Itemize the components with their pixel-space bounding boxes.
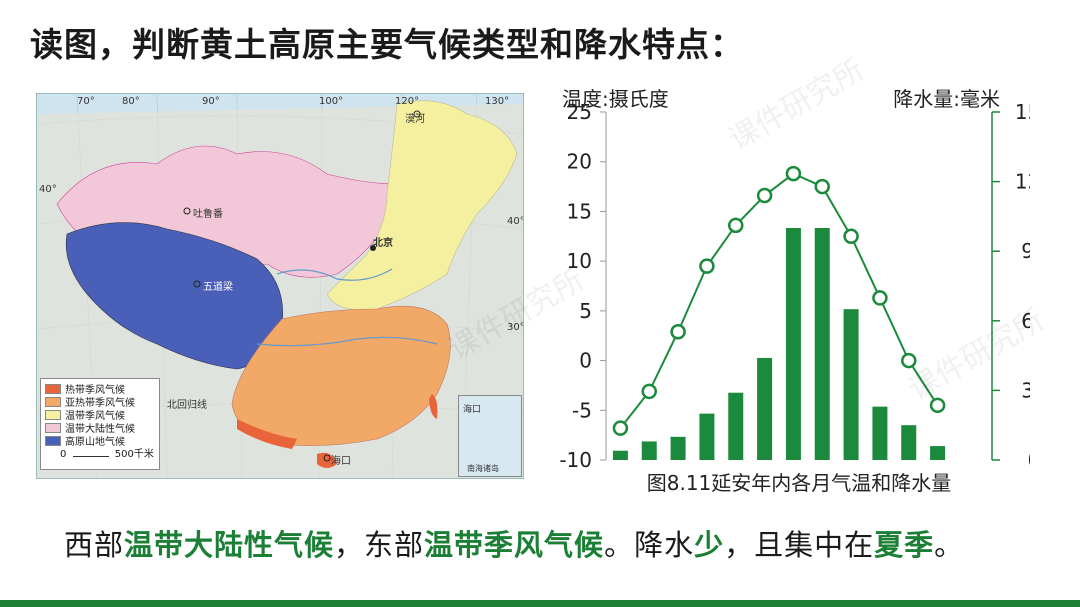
city-label-mohe: 漠河: [405, 114, 425, 125]
conclusion-highlight: 少: [694, 528, 725, 562]
lon-label: 130°: [485, 96, 510, 107]
precip-bar: [641, 441, 657, 460]
temperature-point: [785, 165, 802, 182]
temperature-point: [641, 383, 657, 400]
precip-bar: [901, 425, 917, 460]
map-legend: 热带季风气候 亚热带季风气候 温带季风气候 温带大陆性气候 高原山地气候: [40, 378, 160, 470]
bottom-bar: [0, 600, 1080, 607]
conclusion-part: ，东部: [334, 528, 425, 562]
left-tick-label: 10: [567, 249, 592, 273]
lon-label: 120°: [395, 96, 420, 107]
legend-item: 温带季风气候: [45, 408, 155, 422]
left-tick-label: 0: [579, 349, 592, 373]
precip-bar: [670, 436, 686, 460]
temperature-point: [929, 397, 946, 414]
left-tick-label: -10: [560, 448, 592, 472]
climate-chart: 温度:摄氏度降水量:毫米2520151050-5-101501209060300…: [559, 84, 1053, 504]
left-axis-label: 温度:摄氏度: [562, 87, 669, 111]
legend-item: 温带大陆性气候: [45, 421, 155, 435]
precip-bar: [843, 309, 859, 460]
conclusion-text: 西部温带大陆性气候，东部温带季风气候。降水少，且集中在夏季。: [64, 522, 964, 564]
left-tick-label: 25: [567, 100, 592, 124]
conclusion-part: 。: [934, 528, 965, 562]
inset-haikou-label: 海口: [463, 405, 482, 415]
precip-bar: [612, 450, 628, 460]
legend-item: 亚热带季风气候: [45, 395, 155, 409]
city-label-haikou: 海口: [331, 456, 351, 467]
precip-bar: [872, 406, 888, 460]
temperature-point: [872, 290, 888, 306]
city-label-turpan: 吐鲁番: [193, 209, 223, 220]
temperature-point: [843, 228, 859, 245]
chart-svg: 温度:摄氏度降水量:毫米2520151050-5-101501209060300…: [559, 87, 1053, 495]
map-scale: 0 500千米: [60, 449, 154, 460]
temperature-point: [901, 352, 917, 369]
left-tick-label: 20: [567, 150, 592, 174]
chart-caption: 图8.11延安年内各月气温和降水量: [647, 471, 952, 495]
temperature-point: [670, 323, 686, 340]
right-tick-label: 120: [1015, 170, 1030, 194]
left-tick-label: 5: [579, 299, 592, 323]
temperature-line: [619, 172, 939, 429]
lon-label: 90°: [202, 96, 220, 107]
temperature-point: [728, 217, 744, 234]
lat-label: 40°: [39, 184, 57, 195]
lat-label: 30°: [507, 322, 524, 333]
right-axis-label: 降水量:毫米: [893, 87, 1000, 111]
city-label-beijing: 北京: [373, 238, 393, 249]
conclusion-highlight: 温带大陆性气候: [124, 528, 335, 562]
temperature-point: [612, 420, 629, 436]
conclusion-part: 西部: [64, 528, 125, 562]
precip-bar: [728, 392, 744, 460]
left-tick-label: 15: [567, 199, 592, 223]
right-tick-label: 30: [1021, 378, 1030, 402]
lon-label: 70°: [77, 96, 95, 107]
conclusion-part: 。降水: [604, 528, 695, 562]
conclusion-part: ，且集中在: [724, 528, 875, 562]
temperature-point: [814, 178, 830, 195]
precip-bar: [930, 446, 946, 460]
right-tick-label: 150: [1015, 100, 1030, 124]
region-tropical: [237, 419, 297, 449]
left-tick-label: -5: [572, 398, 592, 422]
conclusion-highlight: 温带季风气候: [424, 528, 605, 562]
legend-item: 热带季风气候: [45, 382, 155, 396]
lon-label: 100°: [319, 96, 344, 107]
precip-bar: [785, 228, 801, 460]
temperature-point: [756, 187, 773, 204]
region-temperate-monsoon: [326, 100, 518, 311]
conclusion-highlight: 夏季: [874, 528, 935, 562]
precip-bar: [699, 413, 715, 460]
city-label-wudaoliang: 五道梁: [203, 282, 233, 293]
legend-item: 高原山地气候: [45, 434, 155, 448]
precip-bar: [814, 228, 830, 460]
lon-label: 80°: [122, 96, 140, 107]
inset-caption: 南海诸岛: [467, 464, 499, 473]
page-title: 读图，判断黄土高原主要气候类型和降水特点：: [30, 25, 744, 64]
region-subtropical: [231, 305, 451, 446]
tropic-label: 北回归线: [167, 400, 207, 411]
right-tick-label: 90: [1021, 239, 1030, 263]
lat-label: 40°: [507, 216, 524, 227]
right-tick-label: 0: [1028, 448, 1030, 472]
temperature-point: [699, 258, 715, 274]
precip-bar: [757, 357, 773, 460]
south-sea-inset: 海口 南海诸岛: [458, 395, 522, 477]
